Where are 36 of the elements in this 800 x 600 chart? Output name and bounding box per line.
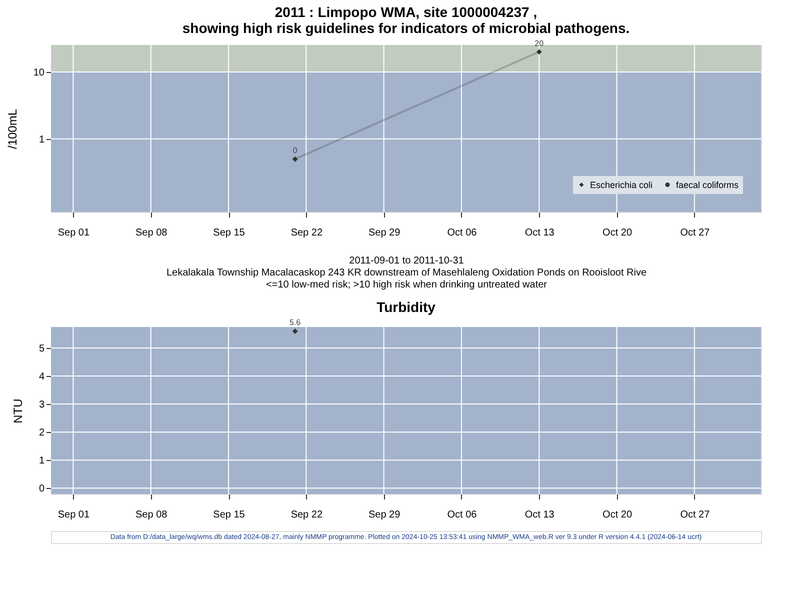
y-tick-label: 4 [38, 372, 45, 383]
y-tick-label: 1 [38, 134, 45, 146]
x-tick-label: Sep 08 [135, 228, 168, 238]
x-axis-title: 2011-09-01 to 2011-10-31 Lekalakala Township Macalacaskop 243 KR downstream of Masehlaleng Oxidation Ponds on Rooisloot Rive <=10 low-med risk; >10 high risk when drinking untreated water [166, 256, 647, 290]
x-tick-label: Sep 22 [290, 228, 323, 238]
x-tick-label: Sep 22 [290, 510, 323, 520]
y-tick-label: 1 [38, 456, 45, 467]
x-tick-label: Sep 01 [58, 510, 90, 520]
y-tick-label: 2 [38, 428, 45, 439]
y-axis-title: NTU [10, 398, 25, 424]
x-tick-label: Oct 27 [680, 228, 710, 238]
x-tick-label: Sep 08 [135, 510, 168, 520]
chart-title: Turbidity [376, 299, 436, 316]
chart-title: 2011 : Limpopo WMA, site 1000004237 , showing high risk guidelines for indicators of microbial pathogens. [182, 4, 630, 36]
y-tick-label: 10 [33, 67, 45, 78]
data-label: 5.6 [290, 318, 302, 328]
x-tick-label: Sep 29 [368, 510, 401, 520]
y-tick-label: 0 [38, 484, 45, 495]
x-tick-label: Sep 29 [368, 228, 401, 238]
x-tick-label: Oct 20 [602, 228, 632, 238]
x-tick-label: Oct 06 [447, 228, 478, 238]
x-tick-label: Oct 13 [524, 228, 555, 238]
data-label: 20 [534, 38, 544, 48]
x-tick-label: Oct 20 [602, 510, 632, 520]
x-tick-label: Oct 13 [524, 510, 555, 520]
x-tick-label: Sep 15 [213, 228, 246, 238]
x-tick-label: Oct 06 [447, 510, 478, 520]
x-tick-label: Sep 15 [213, 510, 246, 520]
x-tick-label: Oct 27 [680, 510, 710, 520]
data-label: 0 [292, 146, 298, 156]
y-axis-title: /100mL [5, 108, 20, 150]
x-tick-label: Sep 01 [58, 228, 90, 238]
y-tick-label: 3 [38, 400, 45, 411]
legend-label: Escherichia coli [590, 180, 653, 190]
y-tick-label: 5 [38, 344, 45, 355]
legend-label: faecal coliforms [676, 180, 740, 190]
